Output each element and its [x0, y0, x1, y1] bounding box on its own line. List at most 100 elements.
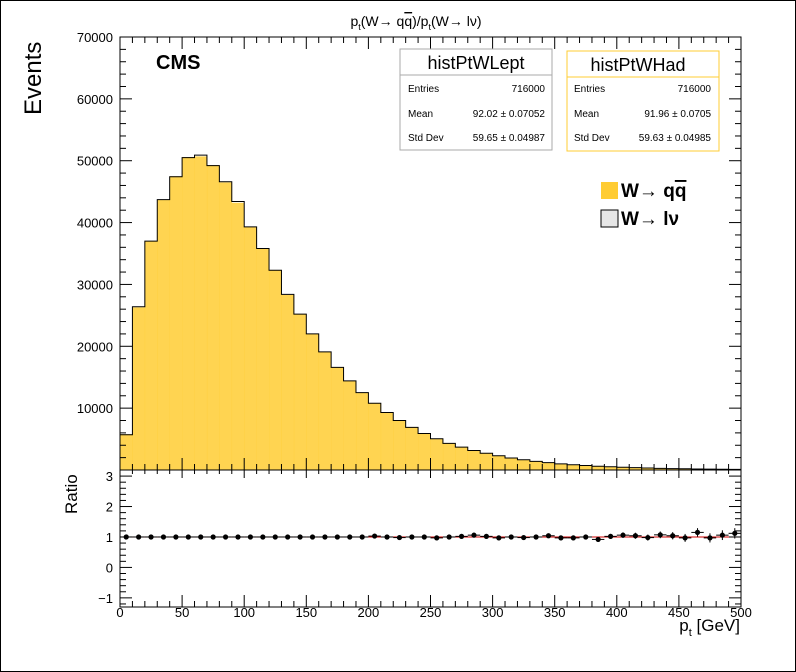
histogram-bin-qq: [442, 443, 456, 470]
ratio-point: [297, 534, 303, 540]
histogram-bin-qq: [691, 468, 705, 470]
ratio-point: [384, 534, 390, 540]
ratio-point: [334, 534, 340, 540]
ratio-point: [719, 532, 725, 538]
ratio-point: [173, 534, 179, 540]
histogram-bin-qq: [542, 462, 555, 470]
ratio-point: [458, 533, 465, 539]
ratio-y-tick-label: 1: [106, 530, 113, 545]
ratio-point: [347, 534, 353, 540]
ratio-point: [483, 533, 489, 539]
ratio-y-tick-label: 3: [106, 469, 113, 484]
ratio-point: [707, 535, 713, 541]
x-tick-label: 0: [116, 605, 123, 620]
ratio-point: [508, 534, 514, 540]
statbox-label: Entries: [408, 84, 439, 95]
legend: W→ qq W→ lν: [600, 181, 686, 230]
ratio-y-axis: −1 0 1 2 3: [98, 469, 741, 606]
ratio-y-axis-label: Ratio: [62, 474, 81, 514]
histogram-bin-qq: [666, 468, 680, 470]
histogram-bin-qq: [517, 459, 531, 470]
histogram-bin-qq: [492, 455, 506, 470]
chart-title: pt(W→ qq)/pt(W→ lν): [350, 13, 481, 32]
statbox-value: 59.63 ± 0.04985: [639, 133, 712, 144]
ratio-point: [595, 536, 601, 543]
histogram-bin-qq: [480, 453, 493, 470]
histogram-bin-qq: [318, 351, 332, 470]
histogram-bin-qq: [343, 380, 357, 470]
histogram-bin-qq: [182, 157, 195, 470]
x-tick-label: 100: [233, 605, 255, 620]
histogram-bin-qq: [281, 294, 295, 470]
ratio-point: [632, 533, 639, 539]
histogram-bin-qq: [654, 468, 667, 470]
statbox-label: Mean: [574, 109, 599, 120]
statbox-label: Std Dev: [574, 133, 610, 144]
x-axis-label: pt [GeV]: [679, 616, 740, 639]
main-x-ticks: [119, 37, 742, 470]
histogram-qq-filled: [120, 156, 742, 471]
legend-label-lnu: W→ lν: [621, 209, 679, 230]
histogram-bin-qq: [678, 468, 692, 470]
histogram-bin-qq: [144, 241, 158, 470]
histogram-bin-qq: [132, 307, 146, 470]
statbox-label: Entries: [574, 84, 605, 95]
legend-label-qq: W→ qq: [621, 181, 686, 202]
histogram-bin-qq: [393, 420, 406, 470]
ratio-point: [247, 534, 254, 540]
statbox-histPtWHad: histPtWHad Entries 716000 Mean 91.96 ± 0…: [566, 50, 720, 152]
ratio-point: [434, 535, 440, 541]
statbox-label: Std Dev: [408, 133, 444, 144]
main-plot-panel: 10000 20000 30000 40000 50000 60000 70000: [77, 30, 742, 471]
ratio-point: [396, 534, 403, 541]
histogram-bin-qq: [206, 165, 220, 470]
statbox-label: Mean: [408, 109, 433, 120]
ratio-point: [260, 534, 266, 540]
histogram-bin-qq: [244, 226, 257, 470]
ratio-point: [607, 533, 614, 539]
x-tick-label: 50: [175, 605, 189, 620]
ratio-point: [682, 535, 688, 541]
statbox-value: 59.65 ± 0.04987: [473, 133, 546, 144]
ratio-point: [409, 534, 415, 540]
histogram-bin-qq: [505, 457, 518, 470]
ratio-point: [558, 535, 564, 541]
histogram-bin-qq: [256, 248, 270, 470]
histogram-bin-qq: [380, 412, 394, 470]
ratio-point: [521, 534, 527, 541]
histogram-bin-qq: [641, 468, 655, 470]
y-tick-label: 50000: [77, 154, 113, 169]
legend-swatch-lnu: [600, 209, 619, 228]
histogram-bin-qq: [231, 202, 245, 470]
histogram-bin-qq: [604, 466, 618, 470]
legend-swatch-qq: [601, 182, 618, 199]
ratio-point: [359, 534, 365, 540]
ratio-point: [496, 535, 502, 541]
statbox-title: histPtWHad: [590, 55, 685, 75]
y-tick-label: 10000: [77, 401, 113, 416]
x-tick-label: 500: [730, 605, 752, 620]
ratio-point: [235, 534, 241, 540]
statbox-value: 91.96 ± 0.0705: [644, 109, 711, 120]
x-axis: 0 50 100 150 200 250 300 350 400 450 500: [116, 470, 752, 620]
ratio-point: [645, 534, 651, 541]
ratio-point: [694, 529, 701, 536]
histogram-bin-qq: [194, 156, 208, 471]
histogram-bin-qq: [269, 270, 282, 470]
ratio-y-tick-label: 2: [106, 500, 113, 515]
y-tick-label: 40000: [77, 216, 113, 231]
histogram-bin-qq: [169, 176, 183, 470]
histogram-bin-qq: [120, 434, 133, 470]
histogram-bin-qq: [591, 466, 605, 470]
x-tick-label: 300: [482, 605, 504, 620]
ratio-y-tick-label: 0: [106, 560, 113, 575]
histogram-bin-qq: [616, 467, 630, 470]
ratio-point: [670, 533, 676, 539]
ratio-point: [545, 533, 552, 539]
histogram-bin-qq: [467, 450, 481, 470]
statbox-value: 716000: [678, 84, 712, 95]
ratio-point: [285, 534, 291, 540]
x-tick-label: 150: [295, 605, 317, 620]
